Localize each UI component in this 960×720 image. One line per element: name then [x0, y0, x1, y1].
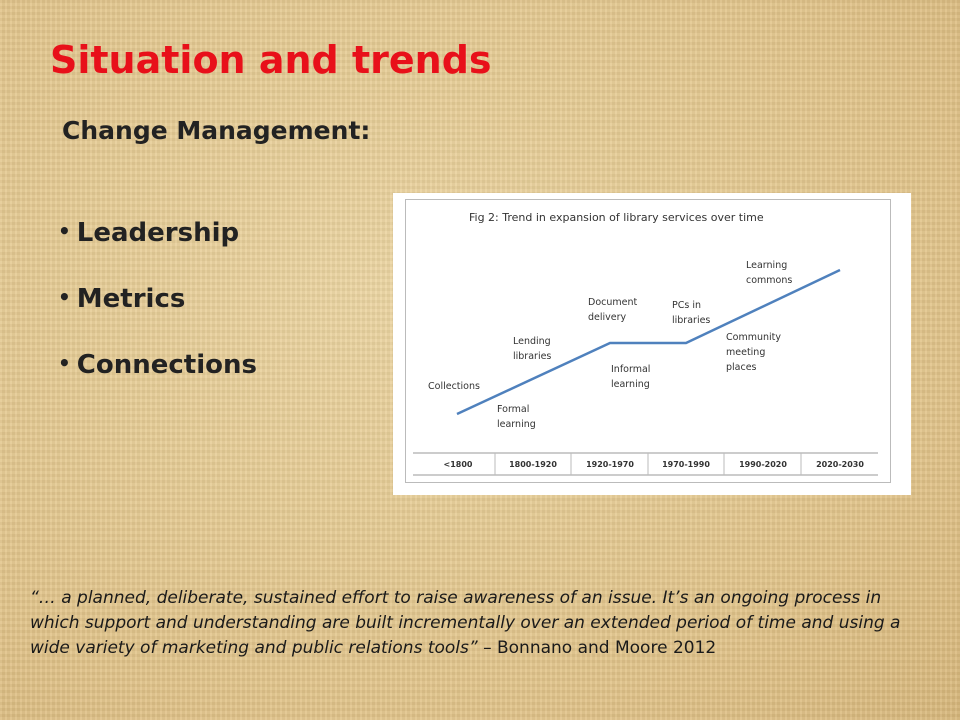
- figure-label: Collections: [428, 381, 480, 392]
- trend-graphic: [413, 268, 878, 476]
- trend-line: [456, 268, 841, 416]
- figure-label: Lending libraries: [513, 336, 552, 362]
- subtitle: Change Management:: [62, 116, 371, 145]
- figure-title: Fig 2: Trend in expansion of library ser…: [469, 211, 764, 224]
- period-label: 2020-2030: [816, 460, 864, 469]
- bullet-list: Leadership Metrics Connections: [58, 218, 257, 416]
- figure-frame: [405, 199, 891, 483]
- figure-label: Learning commons: [746, 260, 793, 286]
- bullet: Leadership: [58, 218, 257, 284]
- period-label: 1800-1920: [509, 460, 557, 469]
- quote-attribution: – Bonnano and Moore 2012: [477, 638, 717, 658]
- quote: “… a planned, deliberate, sustained effo…: [30, 586, 920, 661]
- bullet: Connections: [58, 350, 257, 416]
- period-label: 1990-2020: [739, 460, 787, 469]
- bullet: Metrics: [58, 284, 257, 350]
- figure-label: Community meeting places: [726, 332, 781, 373]
- column-lines: [494, 453, 802, 475]
- figure-label: Informal learning: [611, 364, 651, 390]
- period-label: 1920-1970: [586, 460, 634, 469]
- quote-text: “… a planned, deliberate, sustained effo…: [30, 588, 901, 658]
- slide-title: Situation and trends: [50, 38, 492, 82]
- figure-label: Document delivery: [588, 297, 638, 323]
- figure-label: PCs in libraries: [672, 300, 711, 326]
- period-label: <1800: [443, 460, 473, 469]
- figure: Fig 2: Trend in expansion of library ser…: [393, 193, 911, 495]
- period-label: 1970-1990: [662, 460, 710, 469]
- figure-label: Formal learning: [497, 404, 536, 430]
